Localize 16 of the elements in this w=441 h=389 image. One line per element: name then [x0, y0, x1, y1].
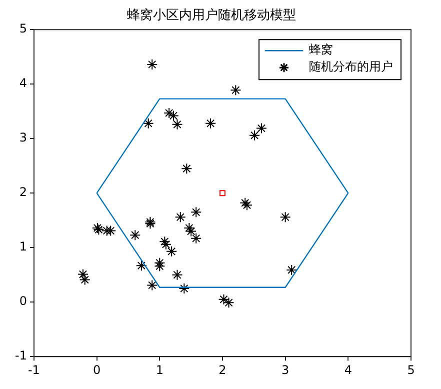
chart-title: 蜂窝小区内用户随机移动模型 — [127, 7, 296, 24]
y-tick-label: 0 — [19, 294, 27, 308]
x-tick-label: 5 — [407, 362, 415, 377]
y-tick-label: 3 — [19, 130, 27, 145]
y-tick-label: 5 — [19, 22, 27, 36]
x-tick-label: 4 — [344, 362, 352, 377]
x-tick-label: 0 — [92, 362, 101, 377]
x-tick-label: 1 — [156, 362, 164, 377]
y-tick-label: -1 — [14, 348, 27, 363]
y-tick-label: 2 — [19, 185, 27, 200]
x-tick-label: 2 — [218, 362, 226, 377]
legend-label: 随机分布的用户 — [309, 60, 393, 74]
x-tick-label: 3 — [282, 362, 290, 377]
y-tick-label: 1 — [19, 240, 27, 254]
legend-label: 蜂窝 — [309, 42, 333, 57]
y-tick-label: 4 — [19, 76, 27, 90]
